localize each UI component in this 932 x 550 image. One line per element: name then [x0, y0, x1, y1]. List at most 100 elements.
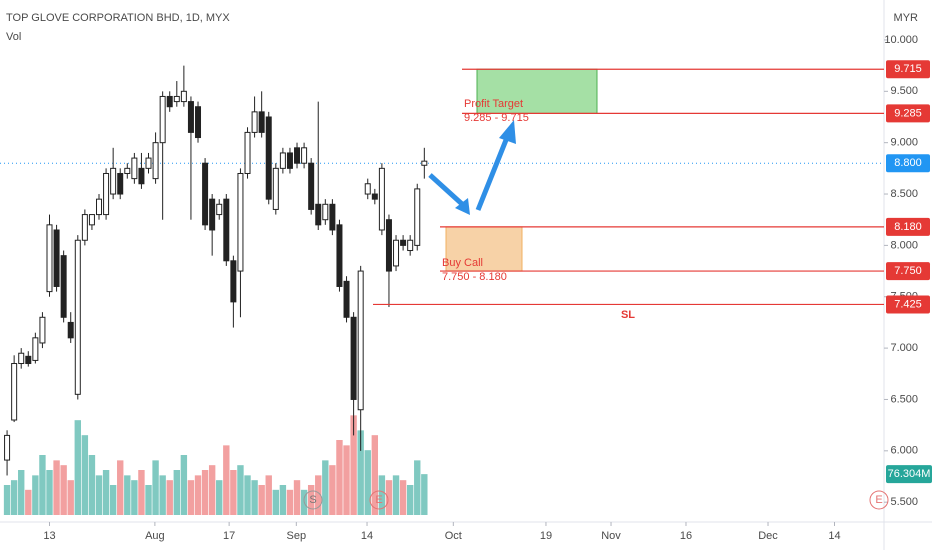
last-price-bg: [886, 154, 930, 173]
volume-bar: [173, 470, 180, 515]
x-tick-label: 14: [828, 530, 840, 542]
indicator-label: Vol: [6, 31, 21, 43]
x-tick-label: Oct: [445, 530, 462, 542]
candle-body: [294, 147, 301, 164]
candle-body: [286, 152, 293, 169]
level-label-bg: [886, 295, 930, 314]
level-label: 7.425: [894, 298, 922, 310]
candle-body: [378, 167, 385, 231]
volume-bar: [385, 480, 393, 515]
zone-range: 7.750 - 8.180: [442, 271, 507, 283]
candle-body: [216, 203, 223, 216]
candle-body: [272, 167, 279, 210]
candle-body: [145, 157, 152, 169]
candle-body: [131, 157, 138, 180]
candle-body: [258, 111, 265, 133]
volume-bar: [272, 489, 280, 515]
candle-body: [81, 214, 88, 241]
y-tick-label: 9.500: [890, 85, 918, 97]
level-label-bg: [886, 60, 930, 79]
x-tick-label: 17: [223, 530, 235, 542]
candle-body: [371, 193, 378, 200]
x-tick-label: 16: [680, 530, 692, 542]
candle-body: [322, 203, 329, 221]
event-label: E: [375, 494, 382, 506]
level-label: 9.715: [894, 63, 922, 75]
candle-body: [414, 188, 421, 246]
event-marker: [369, 490, 389, 510]
y-tick-label: 8.500: [890, 188, 918, 200]
volume-bar: [357, 430, 364, 515]
candle-body: [25, 355, 32, 365]
volume-label: 76.304M: [888, 468, 931, 480]
volume-bar: [343, 445, 350, 515]
y-tick-label: 6.000: [890, 445, 918, 457]
volume-bar: [53, 460, 60, 515]
volume-bar: [223, 445, 230, 515]
candle-body: [180, 90, 187, 103]
volume-bar: [251, 480, 258, 515]
arrow-head: [499, 120, 516, 144]
candle-body: [265, 116, 272, 200]
candle-body: [393, 239, 400, 267]
volume-bar: [32, 475, 39, 515]
candle-body: [152, 142, 159, 180]
volume-bar: [145, 485, 152, 515]
candle-body: [301, 147, 308, 164]
candle-body: [202, 162, 209, 226]
volume-bar: [166, 480, 173, 515]
volume-bar: [46, 470, 53, 515]
chart-title: TOP GLOVE CORPORATION BHD, 1D, MYX: [6, 12, 230, 24]
level-label-bg: [886, 217, 930, 236]
candle-body: [336, 224, 343, 287]
candle-body: [187, 101, 194, 133]
volume-bar: [74, 420, 81, 515]
event-marker: [303, 490, 323, 510]
stop-label: SL: [621, 309, 635, 321]
x-tick-label: Nov: [601, 530, 621, 542]
candle-body: [237, 172, 244, 272]
zone-name: Profit Target: [464, 98, 523, 110]
y-tick-label: 8.000: [890, 239, 918, 251]
volume-bar: [378, 475, 386, 515]
volume-bar: [117, 460, 124, 515]
y-tick-label: 7.000: [890, 342, 918, 354]
event-label: E: [875, 494, 882, 506]
volume-bar: [265, 475, 272, 515]
candle-body: [308, 162, 315, 210]
volume-bar: [201, 470, 209, 515]
volume-bar: [392, 475, 400, 515]
arrow: [475, 134, 511, 211]
candle-body: [39, 316, 46, 344]
arrow-head: [455, 198, 470, 215]
volume-bar: [364, 450, 371, 515]
volume-bar: [293, 480, 301, 515]
volume-bar: [187, 480, 195, 515]
arrow: [428, 173, 464, 206]
candle-body: [385, 219, 392, 272]
volume-bar: [315, 475, 322, 515]
candle-body: [343, 280, 350, 318]
candle-body: [4, 434, 11, 461]
y-tick-label: 9.000: [890, 137, 918, 149]
volume-bar: [18, 470, 25, 515]
volume-bar: [414, 460, 421, 515]
last-price-label: 8.800: [894, 157, 922, 169]
y-tick-label: 6.500: [890, 393, 918, 405]
volume-bar: [279, 485, 287, 515]
candle-body: [350, 316, 357, 400]
zone: [476, 68, 598, 114]
volume-bar: [39, 455, 46, 515]
y-tick-label: 5.500: [890, 496, 918, 508]
x-tick-label: Aug: [145, 530, 165, 542]
volume-bar: [25, 489, 32, 515]
volume-bar: [88, 455, 96, 515]
volume-bar: [159, 475, 166, 515]
volume-bar: [244, 475, 251, 515]
volume-label-bg: [886, 465, 932, 484]
candle-body: [173, 95, 180, 103]
volume-bar: [67, 480, 74, 515]
volume-bar: [322, 460, 329, 515]
